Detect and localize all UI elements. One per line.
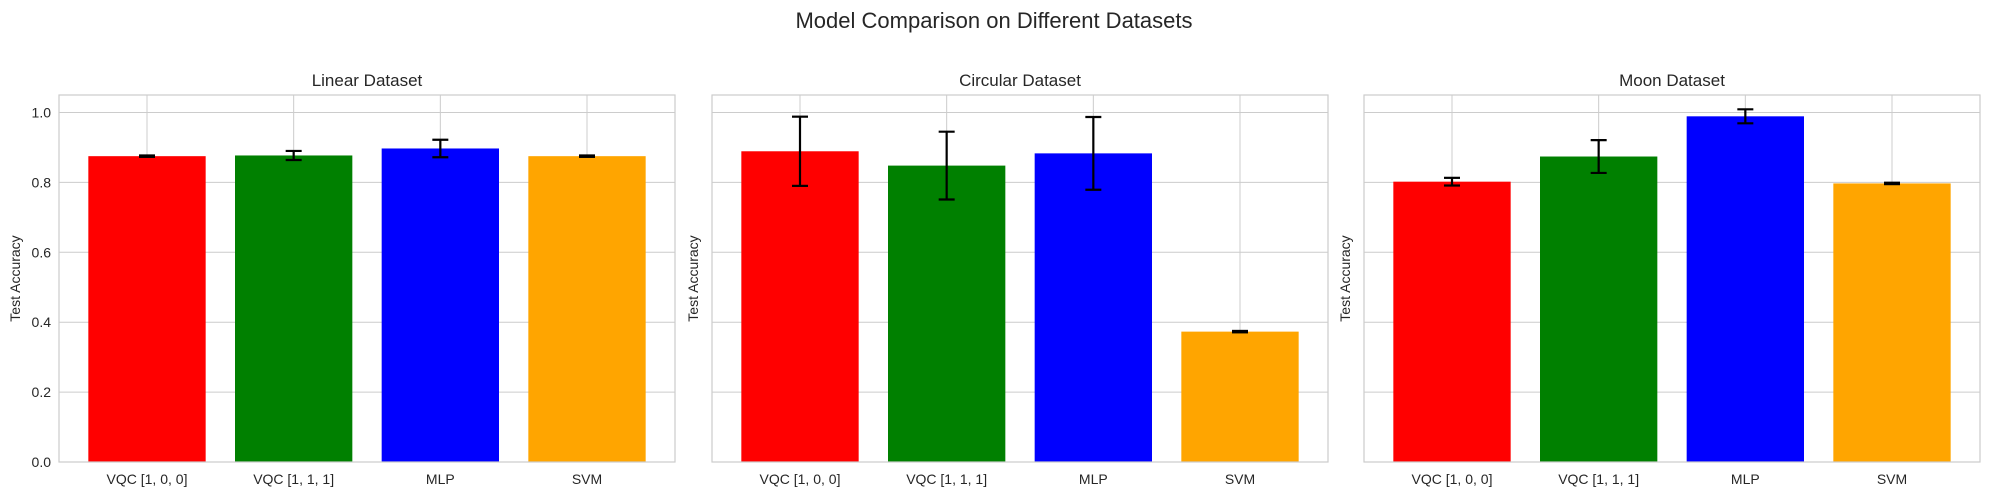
axes-frame: [58, 94, 676, 463]
bar-mlp: [381, 148, 499, 462]
subplot-title: Moon Dataset: [1619, 71, 1725, 90]
bar-vqc-1-1-1-: [888, 165, 1006, 462]
subplot-3: VQC [1, 0, 0] VQC [1, 1, 1] MLP SVM Moon Dat…: [1337, 71, 1981, 487]
bar-vqc-1-0-0-: [741, 151, 859, 463]
y-axis-label: Test Accuracy: [1337, 235, 1353, 321]
y-tick-label: 1.0: [32, 104, 52, 120]
bar-vqc-1-1-1-: [1540, 156, 1658, 463]
bar-vqc-1-1-1-: [235, 155, 353, 462]
x-tick-label: SVM: [1225, 471, 1255, 487]
y-axis-label: Test Accuracy: [685, 235, 701, 321]
x-tick-label: VQC [1, 1, 1]: [906, 471, 987, 487]
subplot-1: 0.0 0.2 0.4 0.6 0.8 1.0 VQC [1, 0, 0] VQC [1, 1…: [7, 71, 676, 487]
bar-mlp: [1034, 153, 1152, 462]
axes-frame: [1363, 94, 1981, 463]
bar-svm: [528, 156, 646, 462]
x-tick-label: MLP: [426, 471, 455, 487]
subplot-title: Linear Dataset: [312, 71, 423, 90]
y-tick-label: 0.2: [32, 384, 52, 400]
bar-mlp: [1686, 116, 1804, 462]
bar-svm: [1181, 331, 1299, 462]
x-tick-label: VQC [1, 1, 1]: [1558, 471, 1639, 487]
x-tick-label: VQC [1, 0, 0]: [1412, 471, 1493, 487]
subplot-title: Circular Dataset: [959, 71, 1081, 90]
bar-svm: [1833, 183, 1951, 463]
x-tick-label: MLP: [1079, 471, 1108, 487]
figure-title: Model Comparison on Different Datasets: [795, 8, 1192, 33]
y-tick-label: 0.4: [32, 314, 52, 330]
y-tick-label: 0.8: [32, 174, 52, 190]
axes-frame: [711, 94, 1329, 463]
x-tick-label: VQC [1, 0, 0]: [107, 471, 188, 487]
bar-vqc-1-0-0-: [88, 156, 206, 462]
y-tick-label: 0.0: [32, 454, 52, 470]
y-tick-label: 0.6: [32, 244, 52, 260]
x-tick-label: SVM: [572, 471, 602, 487]
x-tick-label: VQC [1, 1, 1]: [253, 471, 334, 487]
bar-vqc-1-0-0-: [1393, 181, 1511, 463]
x-tick-label: VQC [1, 0, 0]: [760, 471, 841, 487]
y-axis-label: Test Accuracy: [7, 235, 23, 321]
x-tick-label: SVM: [1877, 471, 1907, 487]
x-tick-label: MLP: [1731, 471, 1760, 487]
subplot-2: VQC [1, 0, 0] VQC [1, 1, 1] MLP SVM Circular…: [685, 71, 1329, 487]
